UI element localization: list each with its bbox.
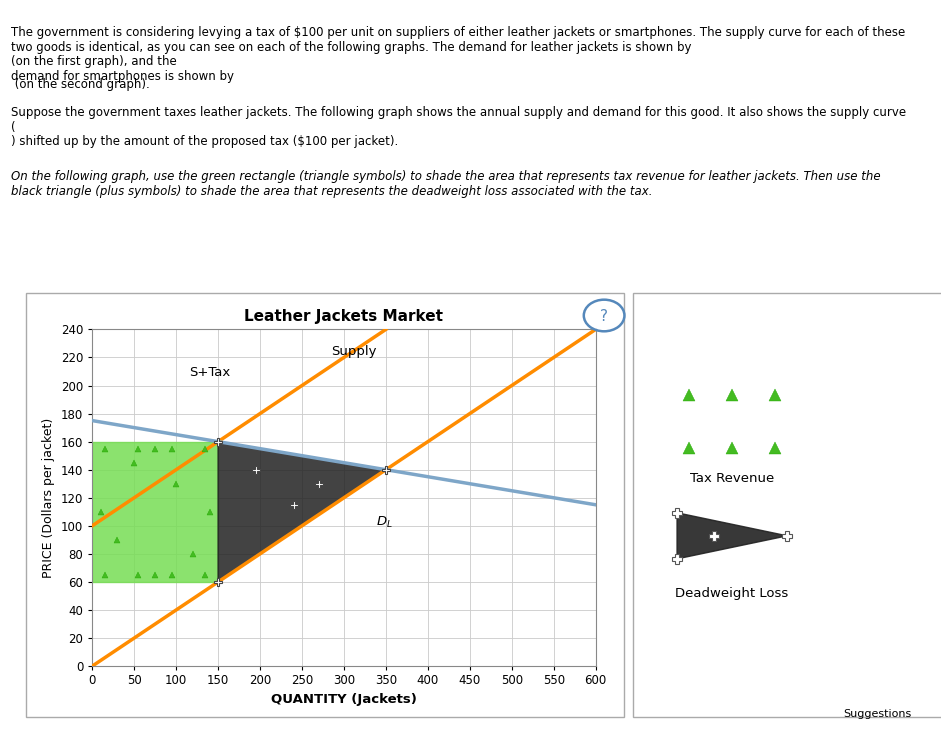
Text: The government is considering levying a tax of $100 per unit on suppliers of eit: The government is considering levying a … xyxy=(11,26,905,53)
Polygon shape xyxy=(218,441,386,582)
Text: Tax Revenue: Tax Revenue xyxy=(690,472,774,485)
Text: ) shifted up by the amount of the proposed tax ($100 per jacket).: ) shifted up by the amount of the propos… xyxy=(11,135,399,149)
Text: Deadweight Loss: Deadweight Loss xyxy=(676,587,789,600)
Text: S+Tax: S+Tax xyxy=(189,366,230,378)
Text: (on the first graph), and the
demand for smartphones is shown by: (on the first graph), and the demand for… xyxy=(11,55,238,83)
Polygon shape xyxy=(678,513,787,559)
Text: Supply: Supply xyxy=(331,345,376,358)
Y-axis label: PRICE (Dollars per jacket): PRICE (Dollars per jacket) xyxy=(42,418,56,578)
Title: Leather Jackets Market: Leather Jackets Market xyxy=(245,309,443,324)
Text: Suppose the government taxes leather jackets. The following graph shows the annu: Suppose the government taxes leather jac… xyxy=(11,106,906,134)
Text: Suggestions: Suggestions xyxy=(843,709,912,720)
Text: (on the second graph).: (on the second graph). xyxy=(11,78,150,92)
X-axis label: QUANTITY (Jackets): QUANTITY (Jackets) xyxy=(271,693,417,706)
Text: $D_L$: $D_L$ xyxy=(375,515,392,530)
Polygon shape xyxy=(92,441,218,582)
Text: ?: ? xyxy=(600,310,608,324)
Text: On the following graph, use the green rectangle (triangle symbols) to shade the : On the following graph, use the green re… xyxy=(11,170,881,198)
